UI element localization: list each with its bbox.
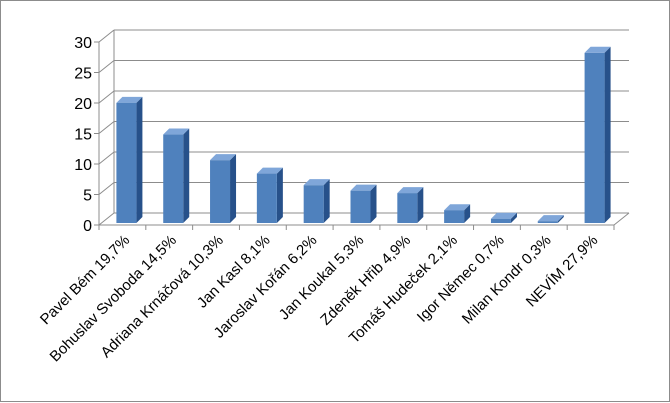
bar [350,184,377,223]
y-tick-label: 15 [74,127,92,144]
bar-top [350,184,377,191]
y-axis [94,41,630,230]
bar-side [604,46,611,224]
bar-top [397,187,424,194]
floor-right-edge [613,212,630,226]
bar-front [256,173,277,223]
gridline-side [98,182,115,195]
bar-top [303,179,330,186]
bar-top [537,215,564,222]
y-tick-label: 10 [74,157,92,174]
bar-front [163,134,184,223]
bar [116,96,143,223]
bar [256,167,283,223]
bars [116,46,611,224]
bar-side [417,187,424,223]
bar-side [370,184,377,223]
gridline-side [98,151,115,165]
bar-front [210,160,231,223]
bar-side [136,96,143,223]
bar-top [490,212,517,219]
bar-top [163,128,190,135]
bar-top [256,167,283,174]
x-category-label: Igor Němec 0,7% [414,232,508,326]
bar-side [557,215,564,223]
bar [490,212,517,223]
bar-front [584,52,605,224]
gridline-side [98,212,115,226]
x-category-label: Jan Koukal 5,3% [276,232,368,324]
bar [584,46,611,224]
gridline-side [98,29,115,43]
bar-front [397,193,418,223]
bar-front [350,190,371,223]
bar-side [230,154,237,223]
y-tick-label: 30 [74,35,92,52]
y-tick-label: 5 [83,188,92,205]
y-tick-label: 0 [83,218,92,235]
gridlines [98,29,629,226]
bar [210,154,237,223]
bar [163,128,190,223]
y-tick-labels: 0 5 10 15 20 25 30 [74,35,92,235]
bar-side [183,128,190,223]
gridline-side [98,60,115,73]
bar-top [584,46,611,53]
gridline-side [98,121,115,134]
bar [537,215,564,223]
bar-top [444,204,471,211]
bar-top [210,154,237,161]
bar [397,187,424,223]
bar [444,204,471,223]
bar-front [444,210,465,223]
bar-side [464,204,471,223]
bar-side [276,167,283,223]
bar-side [510,212,517,223]
bar-front [537,221,558,223]
y-tick-label: 20 [74,96,92,113]
bar [303,179,330,223]
bar-front [490,218,511,223]
gridline-side [98,90,115,104]
y-tick-label: 25 [74,66,92,83]
bar-top [116,96,143,103]
bar-side [323,179,330,223]
x-category-labels: Pavel Bém 19,7%Bohuslav Svoboda 14,5%Adr… [37,232,602,365]
bar-front [303,185,324,223]
bar-front [116,102,137,223]
